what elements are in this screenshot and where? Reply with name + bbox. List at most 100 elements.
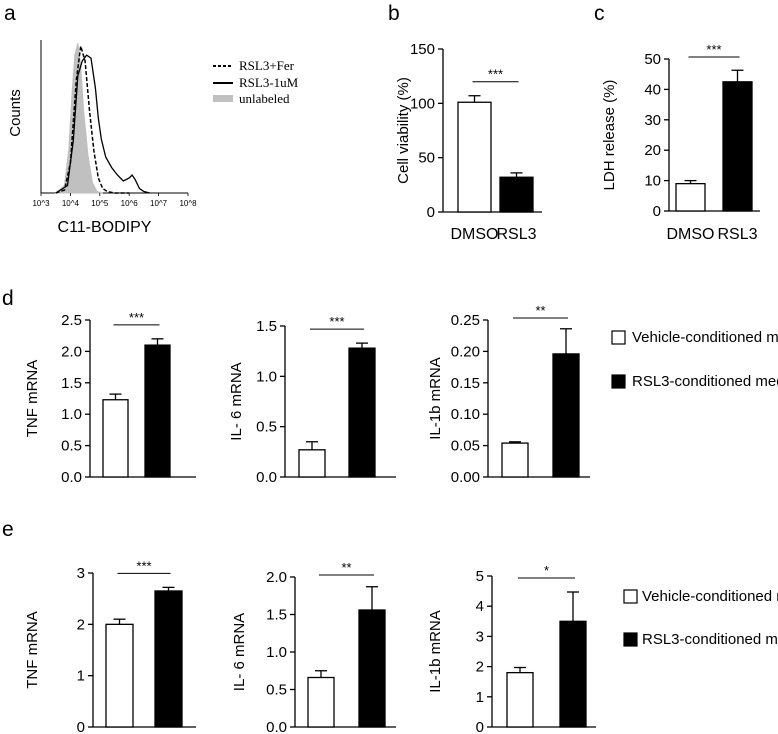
- y-tick-label: 150: [410, 41, 435, 58]
- x-category-label: RSL3: [717, 226, 757, 243]
- panel-label-a: a: [4, 2, 16, 25]
- y-tick-label: 0.20: [451, 343, 480, 360]
- y-tick-label: 2.0: [61, 343, 82, 360]
- y-tick-label: 10: [644, 173, 661, 190]
- x-tick-label: 10^6: [121, 199, 139, 208]
- y-tick-label: 1.5: [61, 375, 82, 392]
- y-tick-label: 1.0: [266, 644, 287, 661]
- y-tick-label: 0.05: [451, 438, 480, 455]
- chart-e3: 0 1 2 3 4 5 IL-1b mRNA *: [427, 563, 596, 734]
- y-tick-label: 100: [410, 95, 435, 112]
- significance-stars: *: [544, 563, 549, 578]
- bar-1: [154, 590, 183, 728]
- y-tick-label: 40: [644, 81, 661, 98]
- y-tick-label: 5: [476, 568, 484, 585]
- y-axis-label: IL-1b mRNA: [427, 610, 444, 693]
- legend-e: Vehicle-conditioned medium RSL3-conditio…: [623, 588, 778, 648]
- chart-a: 10^3 10^4 10^5 10^6 10^7 10^8 C11-BODIPY Counts…: [7, 40, 299, 236]
- x-tick-label: 10^8: [179, 199, 197, 208]
- y-tick-label: 50: [644, 51, 661, 68]
- bar-0: [298, 449, 326, 478]
- legend-swatch-filled: [213, 95, 233, 102]
- y-tick-label: 20: [644, 142, 661, 159]
- x-category-label: RSL3: [496, 226, 536, 243]
- y-tick-label: 4: [476, 598, 484, 615]
- y-tick-label: 1: [476, 689, 484, 706]
- y-tick-label: 0.5: [266, 682, 287, 699]
- legend-d: Vehicle-conditioned medium RSL3-conditio…: [611, 329, 778, 390]
- bar-1: [358, 609, 386, 728]
- legend-label: RSL3+Fer: [239, 58, 295, 73]
- y-tick-label: 1.5: [266, 607, 287, 624]
- bar-0: [307, 676, 335, 728]
- chart-d3: 0.00 0.05 0.10 0.15 0.20 0.25 IL-1b mRNA **: [427, 303, 590, 486]
- y-tick-label: 0: [77, 719, 85, 734]
- y-tick-label: 2: [476, 659, 484, 676]
- x-tick-label: 10^7: [150, 199, 168, 208]
- y-tick-label: 30: [644, 112, 661, 129]
- y-tick-label: 0.0: [256, 469, 277, 486]
- bar-1: [348, 347, 376, 478]
- legend-e-swatch-vehicle: [623, 589, 638, 604]
- chart-e2: 0.0 0.5 1.0 1.5 2.0 IL- 6 mRNA **: [231, 560, 396, 734]
- bar-0: [105, 623, 134, 728]
- legend-label: RSL3-1uM: [239, 75, 299, 90]
- x-tick-label: 10^3: [32, 199, 50, 208]
- y-tick-label: 1.0: [256, 368, 277, 385]
- bar-1: [144, 344, 171, 478]
- y-axis-label: TNF mRNA: [24, 360, 41, 438]
- y-tick-label: 0.10: [451, 406, 480, 423]
- y-tick-label: 0: [427, 204, 435, 221]
- y-tick-label: 2.5: [61, 312, 82, 329]
- significance-stars: **: [341, 560, 351, 575]
- y-tick-label: 0.15: [451, 375, 480, 392]
- panel-label-e: e: [2, 518, 14, 541]
- y-tick-label: 1.5: [256, 318, 277, 335]
- bar-0: [675, 182, 706, 212]
- y-axis-label: IL- 6 mRNA: [228, 362, 245, 440]
- x-tick-label: 10^5: [91, 199, 109, 208]
- legend-e-label-rsl3: RSL3-conditioned medium: [642, 631, 778, 648]
- significance-stars: ***: [136, 558, 151, 573]
- y-axis-label: Counts: [7, 89, 24, 137]
- y-tick-label: 3: [77, 565, 85, 582]
- significance-stars: ***: [329, 314, 344, 329]
- bar-0: [506, 671, 534, 728]
- bar-0: [457, 101, 492, 213]
- y-axis-label: IL-1b mRNA: [427, 357, 444, 440]
- y-tick-label: 0.5: [61, 438, 82, 455]
- chart-d1: 0.0 0.5 1.0 1.5 2.0 2.5 TNF mRNA ***: [24, 310, 196, 486]
- y-tick-label: 0.0: [266, 719, 287, 734]
- y-tick-label: 1: [77, 668, 85, 685]
- legend-d-swatch-rsl3: [611, 374, 626, 389]
- chart-c: 0 10 20 30 40 50 LDH release (%) *** DMSO RSL3: [601, 42, 760, 243]
- y-tick-label: 1.0: [61, 406, 82, 423]
- chart-d2: 0.0 0.5 1.0 1.5 IL- 6 mRNA ***: [228, 314, 396, 486]
- y-tick-label: 50: [418, 150, 435, 167]
- y-axis-label: IL- 6 mRNA: [231, 613, 248, 691]
- significance-stars: ***: [129, 310, 144, 325]
- y-tick-label: 0.0: [61, 469, 82, 486]
- significance-stars: ***: [706, 42, 721, 57]
- y-tick-label: 0: [476, 719, 484, 734]
- y-axis-label: LDH release (%): [601, 80, 618, 191]
- legend-e-label-vehicle: Vehicle-conditioned medium: [642, 588, 778, 605]
- panel-label-c: c: [594, 2, 605, 25]
- y-tick-label: 2: [77, 616, 85, 633]
- y-axis-label: TNF mRNA: [24, 611, 41, 689]
- legend-e-swatch-rsl3: [623, 632, 638, 647]
- legend-d-label-vehicle: Vehicle-conditioned medium: [632, 329, 778, 346]
- y-tick-label: 2.0: [266, 569, 287, 586]
- panel-label-d: d: [2, 287, 14, 310]
- bar-1: [722, 81, 753, 212]
- y-tick-label: 0.00: [451, 469, 480, 486]
- legend-d-label-rsl3: RSL3-conditioned medium: [632, 373, 778, 390]
- legend-label: unlabeled: [239, 91, 290, 106]
- charts-layer: 10^3 10^4 10^5 10^6 10^7 10^8 C11-BODIPY Counts…: [7, 40, 760, 734]
- legend-d-swatch-vehicle: [611, 330, 626, 345]
- x-axis-label: C11-BODIPY: [58, 219, 152, 236]
- y-tick-label: 0: [653, 203, 661, 220]
- significance-stars: ***: [488, 67, 503, 82]
